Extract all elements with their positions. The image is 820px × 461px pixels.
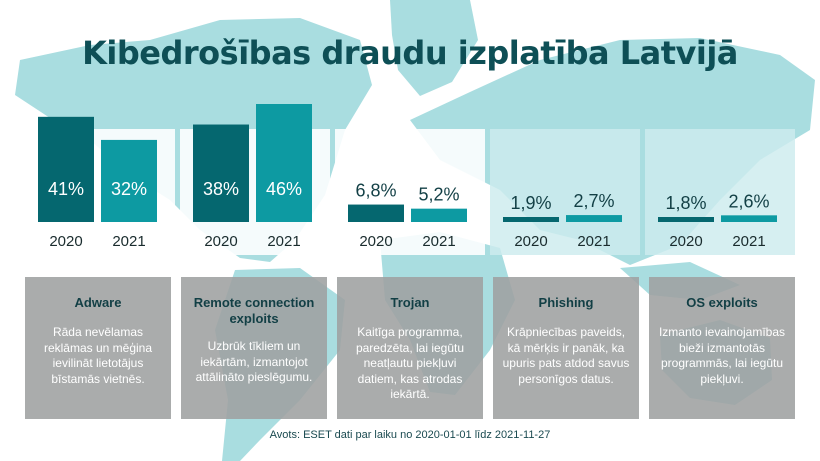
year-label-2020-2: 2020 bbox=[359, 233, 392, 250]
bar-2020-2 bbox=[348, 204, 404, 222]
data-label-2021-0: 32% bbox=[111, 179, 147, 199]
chart-panel-os bbox=[645, 129, 795, 255]
card-description: Kaitīga programma, paredzēta, lai iegūtu… bbox=[355, 325, 465, 401]
data-label-2021-3: 2,7% bbox=[573, 191, 614, 211]
data-label-2020-0: 41% bbox=[48, 179, 84, 199]
card-description: Izmanto ievainojamības bieži izmantotās … bbox=[658, 325, 786, 386]
data-label-2021-2: 5,2% bbox=[418, 185, 459, 205]
card-adware: Adware Rāda nevēlamas reklāmas un mēģina… bbox=[25, 277, 171, 419]
data-label-2020-1: 38% bbox=[203, 179, 239, 199]
card-title: Adware bbox=[74, 295, 122, 310]
year-label-2021-4: 2021 bbox=[732, 233, 765, 250]
bar-2020-0 bbox=[38, 116, 94, 222]
card-title: Remote connection exploits bbox=[193, 295, 315, 326]
page-title: Kibedrošības draudu izplatība Latvijā bbox=[82, 34, 738, 72]
data-label-2020-3: 1,9% bbox=[510, 193, 551, 213]
data-label-2021-1: 46% bbox=[266, 179, 302, 199]
card-os-exploits: OS exploits Izmanto ievainojamības bieži… bbox=[649, 277, 795, 419]
data-label-2020-2: 6,8% bbox=[355, 181, 396, 201]
card-title: Phishing bbox=[538, 295, 594, 310]
card-description: Uzbrūk tīkliem un iekārtām, izmantojot a… bbox=[195, 339, 313, 384]
data-label-2020-4: 1,8% bbox=[665, 193, 706, 213]
data-label-2021-4: 2,6% bbox=[728, 191, 769, 211]
year-label-2020-4: 2020 bbox=[669, 233, 702, 250]
bar-2021-4 bbox=[721, 215, 777, 222]
bar-2020-3 bbox=[503, 217, 559, 222]
bar-2021-0 bbox=[101, 139, 157, 222]
source-note: Avots: ESET dati par laiku no 2020-01-01… bbox=[269, 429, 551, 441]
year-label-2020-1: 2020 bbox=[204, 233, 237, 250]
year-label-2021-0: 2021 bbox=[112, 233, 145, 250]
greenland-shape bbox=[390, 0, 478, 96]
bar-2020-4 bbox=[658, 217, 714, 222]
bar-2021-3 bbox=[566, 215, 622, 222]
card-trojan: Trojan Kaitīga programma, paredzēta, lai… bbox=[337, 277, 483, 419]
card-remote-connection: Remote connection exploits Uzbrūk tīklie… bbox=[181, 277, 327, 419]
chart-panel-trojan bbox=[335, 129, 485, 255]
bar-2021-2 bbox=[411, 208, 467, 222]
bar-2020-1 bbox=[193, 124, 249, 222]
year-label-2021-1: 2021 bbox=[267, 233, 300, 250]
year-label-2020-0: 2020 bbox=[49, 233, 82, 250]
year-label-2021-2: 2021 bbox=[422, 233, 455, 250]
card-title: OS exploits bbox=[686, 295, 758, 310]
year-label-2021-3: 2021 bbox=[577, 233, 610, 250]
card-description: Rāda nevēlamas reklāmas un mēģina ievili… bbox=[43, 325, 153, 386]
bar-2021-1 bbox=[256, 104, 312, 222]
chart-panel-phishing bbox=[490, 129, 640, 255]
card-title: Trojan bbox=[390, 295, 430, 310]
card-phishing: Phishing Krāpniecības paveids, kā mērķis… bbox=[493, 277, 639, 419]
card-description: Krāpniecības paveids, kā mērķis ir panāk… bbox=[502, 325, 630, 386]
year-label-2020-3: 2020 bbox=[514, 233, 547, 250]
